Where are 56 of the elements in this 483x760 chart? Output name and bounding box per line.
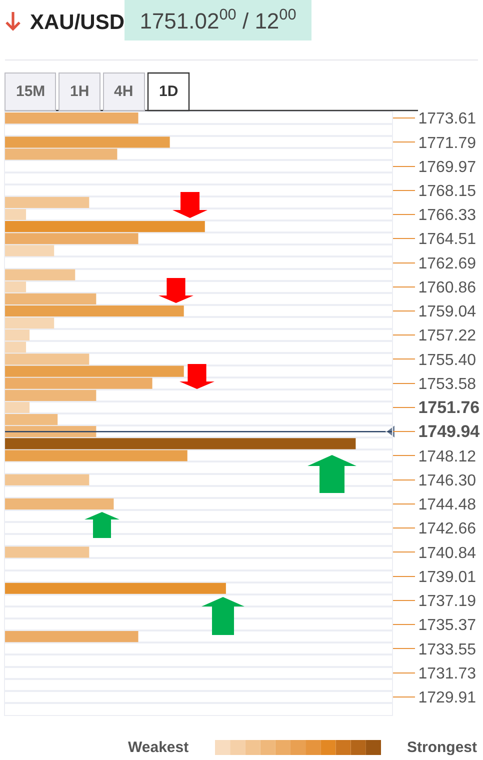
text: 1D xyxy=(159,83,178,100)
bar xyxy=(5,354,90,365)
bar xyxy=(5,269,76,280)
bar xyxy=(5,546,90,558)
bar xyxy=(5,281,26,292)
y-tick-label: 1731.73 xyxy=(418,665,476,682)
bar xyxy=(5,438,356,450)
text: 15M xyxy=(16,83,46,100)
y-tick-label: 1740.84 xyxy=(418,544,476,562)
bar xyxy=(5,305,184,317)
y-tick-label: 1744.48 xyxy=(418,496,476,514)
text: 4H xyxy=(114,83,134,100)
bar xyxy=(5,148,118,160)
y-tick-label: 1749.94 xyxy=(418,422,480,442)
bar xyxy=(5,631,138,642)
y-tick-label: 1762.69 xyxy=(418,255,476,272)
bar xyxy=(5,498,114,510)
y-tick-label: 1771.79 xyxy=(418,134,476,152)
y-tick-label: 1748.12 xyxy=(418,448,476,466)
y-tick-label: 1755.40 xyxy=(418,352,476,369)
chart-title: XAU/USD xyxy=(30,11,125,34)
y-tick-label: 1760.86 xyxy=(418,279,476,296)
y-tick-label: 1766.33 xyxy=(418,207,476,224)
bar xyxy=(5,378,152,389)
y-tick-label: 1737.19 xyxy=(418,593,476,610)
y-tick-label: 1739.01 xyxy=(418,568,476,586)
text: Strongest xyxy=(407,739,478,756)
y-tick-label: 1768.15 xyxy=(418,182,476,200)
bar xyxy=(5,293,96,304)
bar xyxy=(5,233,138,244)
bar xyxy=(5,221,205,232)
bar xyxy=(5,402,30,414)
bar xyxy=(5,390,96,401)
bar xyxy=(5,112,138,124)
bar xyxy=(5,196,90,208)
y-tick-label: 1773.61 xyxy=(418,110,476,128)
y-tick-label: 1729.91 xyxy=(418,690,476,707)
y-tick-label: 1735.37 xyxy=(418,617,476,634)
y-tick-label: 1742.66 xyxy=(418,520,476,538)
bar xyxy=(5,136,170,148)
y-tick-label: 1757.22 xyxy=(418,328,476,345)
y-tick-label: 1759.04 xyxy=(418,304,476,321)
bar xyxy=(5,245,54,256)
bar xyxy=(5,582,226,594)
y-tick-label: 1769.97 xyxy=(418,158,476,176)
y-tick-label: 1751.76 xyxy=(418,398,480,418)
bar xyxy=(5,208,26,220)
chart-subtitle: 1751.02$^{00}$ / 12$^{00}$ xyxy=(140,6,296,34)
y-tick-label: 1753.58 xyxy=(418,376,476,393)
bar xyxy=(5,450,188,462)
y-tick-label: 1764.51 xyxy=(418,231,476,248)
y-tick-label: 1733.55 xyxy=(418,641,476,658)
text: Weakest xyxy=(128,739,189,756)
text: 1H xyxy=(70,83,90,100)
y-tick-label: 1746.30 xyxy=(418,472,476,490)
bar xyxy=(5,474,90,486)
